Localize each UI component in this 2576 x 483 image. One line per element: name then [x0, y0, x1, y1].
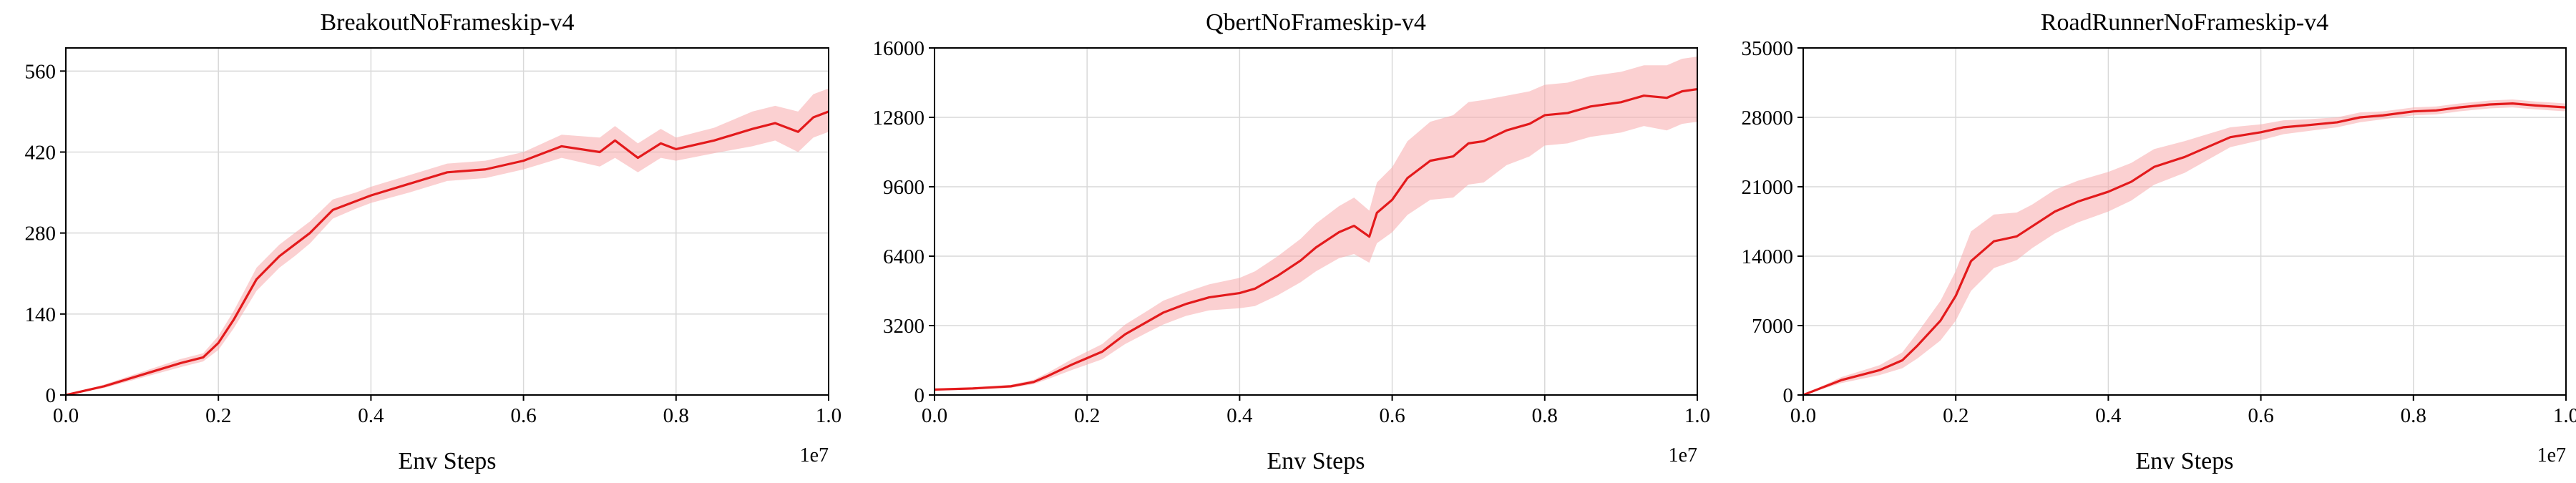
chart-title: RoadRunnerNoFrameskip-v4: [2041, 9, 2328, 36]
series-line: [65, 110, 829, 396]
confidence-band: [935, 57, 1697, 391]
x-tick-label: 0.6: [1379, 404, 1405, 427]
x-tick-label: 0.6: [510, 404, 536, 427]
x-tick-label: 0.8: [1532, 404, 1558, 427]
series-line: [1802, 102, 2567, 396]
y-tick-label: 12800: [873, 107, 925, 130]
chart-title: BreakoutNoFrameskip-v4: [320, 9, 574, 36]
plot-frame: [934, 47, 1698, 396]
x-tick-label: 0.2: [1943, 404, 1968, 427]
y-tick-label: 14000: [1742, 245, 1794, 268]
x-tick-label: 0.4: [1226, 404, 1253, 427]
x-tick-label: 0.0: [922, 404, 947, 427]
x-offset-label: 1e7: [2537, 444, 2566, 467]
x-axis-label: Env Steps: [2136, 448, 2234, 474]
x-tick-label: 0.8: [663, 404, 689, 427]
chart-panel-0: 0.0 0.2 0.4 0.6 0.8 1.0 0 140 280 420 560 BreakoutN…: [25, 9, 842, 474]
x-tick-label: 0.2: [205, 404, 231, 427]
x-offset-label: 1e7: [1669, 444, 1697, 467]
y-tick-label: 0: [914, 384, 925, 407]
confidence-band: [66, 88, 829, 395]
y-tick-label: 140: [25, 303, 57, 326]
x-axis-label: Env Steps: [1267, 448, 1365, 474]
plot-frame: [1802, 47, 2567, 396]
x-tick-label: 0.4: [358, 404, 384, 427]
x-tick-label: 0.4: [2095, 404, 2122, 427]
x-axis-label: Env Steps: [399, 448, 497, 474]
x-tick-label: 0.8: [2401, 404, 2426, 427]
series-line: [934, 88, 1698, 391]
y-tick-label: 28000: [1742, 107, 1794, 130]
x-tick-label: 0.0: [53, 404, 79, 427]
x-tick-label: 1.0: [816, 404, 841, 427]
y-tick-label: 9600: [883, 176, 924, 199]
x-offset-label: 1e7: [800, 444, 829, 467]
x-tick-label: 0.0: [1790, 404, 1816, 427]
confidence-band: [1803, 99, 2566, 396]
chart-panel-2: 0.0 0.2 0.4 0.6 0.8 1.0 0 7000 14000 21000 28000 35…: [1742, 9, 2576, 474]
y-tick-label: 560: [25, 60, 57, 83]
y-tick-label: 0: [46, 384, 57, 407]
plot-frame: [65, 47, 829, 396]
y-tick-label: 3200: [883, 315, 924, 338]
x-tick-label: 1.0: [2553, 404, 2576, 427]
x-tick-label: 0.6: [2248, 404, 2273, 427]
chart-title: QbertNoFrameskip-v4: [1206, 9, 1426, 36]
y-tick-label: 16000: [873, 37, 925, 60]
y-tick-label: 0: [1783, 384, 1794, 407]
y-tick-label: 21000: [1742, 176, 1794, 199]
y-tick-label: 420: [25, 142, 57, 165]
y-tick-label: 280: [25, 223, 57, 245]
y-tick-label: 6400: [883, 245, 924, 268]
y-tick-label: 7000: [1752, 315, 1793, 338]
y-tick-label: 35000: [1742, 37, 1794, 60]
chart-panel-1: 0.0 0.2 0.4 0.6 0.8 1.0 0 3200 6400 9600 12800 1600…: [873, 9, 1711, 474]
x-tick-label: 1.0: [1684, 404, 1710, 427]
x-tick-label: 0.2: [1074, 404, 1100, 427]
